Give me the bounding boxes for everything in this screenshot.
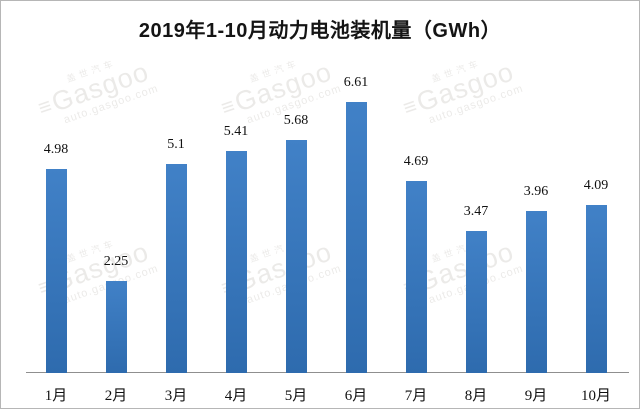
watermark-brand: Gasgoo [412, 56, 518, 118]
watermark-brand: Gasgoo [47, 56, 153, 118]
gasgoo-logo-icon: ≡ [217, 92, 240, 121]
watermark-url: auto.gasgoo.com [427, 82, 526, 127]
bar-value-label: 4.98 [43, 142, 69, 157]
bar-7月 [405, 181, 427, 373]
bar-value-label: 2.25 [103, 254, 129, 269]
bar-value-label: 3.96 [523, 184, 549, 199]
bar-value-label: 3.47 [463, 204, 489, 219]
bar-1月 [45, 169, 67, 373]
bar-value-label: 4.09 [583, 178, 609, 193]
bar-value-label: 6.61 [343, 75, 369, 90]
x-axis-tick-label: 6月 [344, 388, 368, 404]
gasgoo-logo-icon: ≡ [399, 92, 422, 121]
x-axis-tick-label: 9月 [524, 388, 548, 404]
bar-value-label: 5.68 [283, 113, 309, 128]
bar-6月 [345, 102, 367, 373]
x-axis-tick-label: 2月 [104, 388, 128, 404]
bar-4月 [225, 151, 247, 373]
watermark-brand: Gasgoo [230, 236, 336, 298]
bar-3月 [165, 164, 187, 373]
bar-value-label: 4.69 [403, 154, 429, 169]
x-axis-tick-label: 10月 [580, 388, 611, 404]
bar-2月 [105, 281, 127, 373]
x-axis-line [26, 372, 629, 373]
gasgoo-logo-icon: ≡ [34, 92, 57, 121]
bar-value-label: 5.1 [167, 137, 185, 152]
x-axis-tick-label: 8月 [464, 388, 488, 404]
watermark-brand: Gasgoo [230, 56, 336, 118]
bar-10月 [585, 205, 607, 373]
x-axis-tick-label: 3月 [164, 388, 188, 404]
x-axis-tick-label: 4月 [224, 388, 248, 404]
x-axis-tick-label: 1月 [44, 388, 68, 404]
chart-title: 2019年1-10月动力电池装机量（GWh） [138, 20, 502, 42]
bar-5月 [285, 140, 307, 373]
x-axis-tick-label: 5月 [284, 388, 308, 404]
bar-8月 [465, 231, 487, 373]
watermark-url: auto.gasgoo.com [62, 82, 161, 127]
bar-9月 [525, 211, 547, 373]
bar-value-label: 5.41 [223, 124, 249, 139]
x-axis-tick-label: 7月 [404, 388, 428, 404]
